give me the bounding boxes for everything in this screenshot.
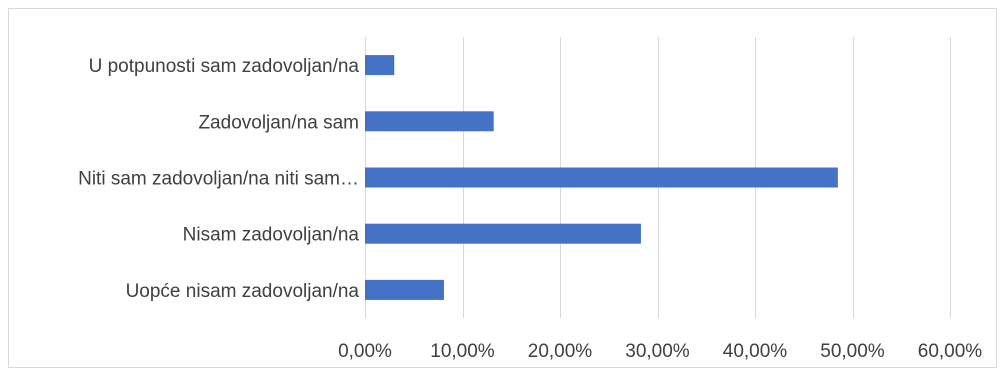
x-tick-label: 10,00% xyxy=(430,341,495,362)
bar xyxy=(365,279,444,300)
x-tick-label: 60,00% xyxy=(918,341,983,362)
x-tick-label: 20,00% xyxy=(528,341,593,362)
chart-frame xyxy=(8,8,997,368)
x-tick-label: 40,00% xyxy=(723,341,788,362)
category-label: Uopće nisam zadovoljan/na xyxy=(126,281,360,302)
x-tick-label: 0,00% xyxy=(338,341,392,362)
bar xyxy=(365,55,395,76)
bar xyxy=(365,111,494,132)
category-label: Zadovoljan/na sam xyxy=(198,112,359,133)
category-label: U potpunosti sam zadovoljan/na xyxy=(89,56,360,77)
category-label: Nisam zadovoljan/na xyxy=(183,225,360,246)
x-tick-label: 30,00% xyxy=(625,341,690,362)
bar xyxy=(365,223,641,244)
x-tick-label: 50,00% xyxy=(820,341,885,362)
category-label: Niti sam zadovoljan/na niti sam… xyxy=(78,169,359,190)
bar xyxy=(365,167,838,188)
